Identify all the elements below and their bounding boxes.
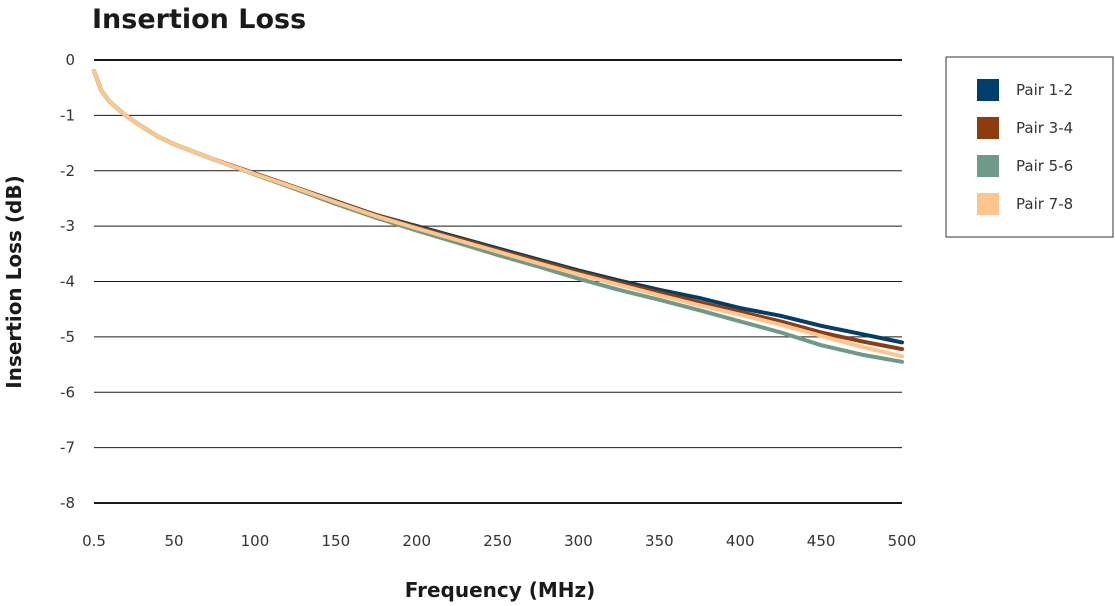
- series-line-pair-3-4: [92, 69, 904, 352]
- x-tick-label: 350: [645, 532, 674, 550]
- x-tick-label: 400: [726, 532, 755, 550]
- y-tick-label: -8: [60, 494, 75, 512]
- legend-box: [945, 56, 1114, 238]
- x-tick-label: 100: [241, 532, 270, 550]
- gridlines: [94, 59, 902, 504]
- x-tick-label: 250: [483, 532, 512, 550]
- y-axis-title: Insertion Loss (dB): [2, 175, 26, 388]
- x-tick-label: 150: [322, 532, 351, 550]
- y-tick-label: -5: [60, 328, 75, 346]
- series-line-pair-7-8: [92, 69, 904, 359]
- y-tick-label: -6: [60, 383, 75, 401]
- x-axis-title: Frequency (MHz): [405, 578, 596, 602]
- y-tick-label: 0: [65, 51, 75, 69]
- legend-swatch: [977, 193, 999, 215]
- legend-label: Pair 7-8: [1016, 195, 1073, 213]
- chart-title: Insertion Loss: [92, 4, 306, 35]
- x-tick-label: 0.5: [82, 532, 106, 550]
- x-tick-label: 300: [564, 532, 593, 550]
- legend: Pair 1-2 Pair 3-4 Pair 5-6 Pair 7-8: [945, 56, 1114, 238]
- x-axis-ticks: 0.5 50 100 150 200 250 300 350 400 450 500: [82, 532, 916, 550]
- series-lines: [92, 69, 904, 364]
- series-line-pair-1-2: [92, 69, 904, 345]
- y-tick-label: -4: [60, 273, 75, 291]
- y-tick-label: -7: [60, 439, 75, 457]
- x-tick-label: 500: [888, 532, 917, 550]
- legend-label: Pair 1-2: [1016, 81, 1073, 99]
- y-tick-label: -3: [60, 217, 75, 235]
- legend-swatch: [977, 117, 999, 139]
- x-tick-label: 450: [807, 532, 836, 550]
- x-tick-label: 200: [402, 532, 431, 550]
- y-axis-ticks: 0 -1 -2 -3 -4 -5 -6 -7 -8: [60, 51, 75, 512]
- legend-swatch: [977, 79, 999, 101]
- legend-label: Pair 3-4: [1016, 119, 1073, 137]
- y-tick-label: -1: [60, 106, 75, 124]
- legend-label: Pair 5-6: [1016, 157, 1073, 175]
- series-line-pair-5-6: [92, 69, 904, 364]
- legend-swatch: [977, 155, 999, 177]
- x-tick-label: 50: [165, 532, 184, 550]
- y-tick-label: -2: [60, 162, 75, 180]
